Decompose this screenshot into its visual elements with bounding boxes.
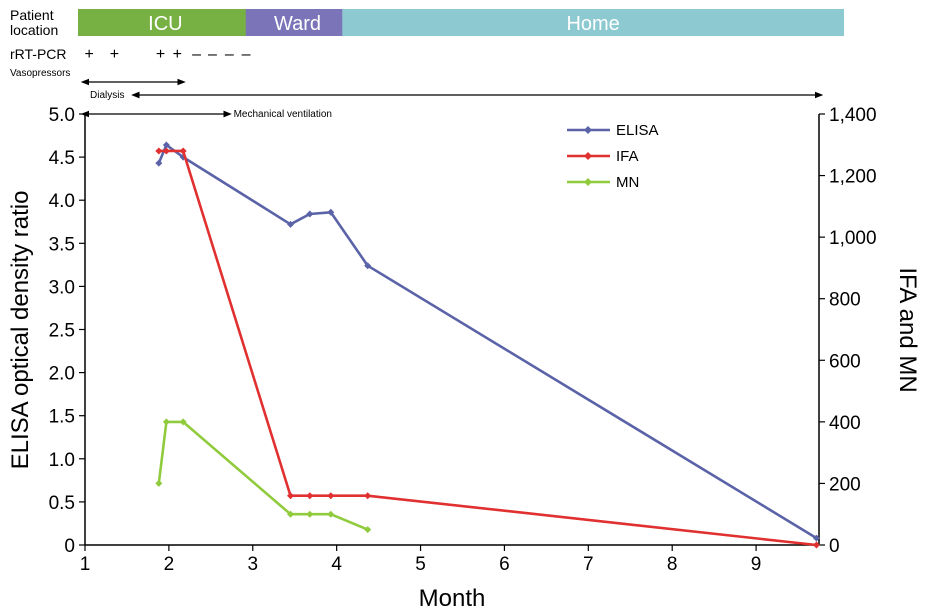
pcr-negative: – [208, 46, 217, 63]
data-point-mn [364, 526, 372, 534]
x-tick-label: 7 [583, 554, 594, 575]
y-tick-label: 3.5 [49, 234, 75, 255]
series-line-elisa [157, 143, 818, 540]
data-point-ifa [306, 492, 314, 500]
y2-tick-label: 600 [829, 351, 861, 372]
y-tick-label: 0 [64, 536, 75, 557]
y2-tick-label: 1,200 [829, 167, 877, 188]
pcr-negative: – [242, 46, 251, 63]
data-point-ifa [364, 492, 372, 500]
y-tick-label: 1.5 [49, 407, 75, 428]
legend-marker-elisa [584, 126, 592, 134]
y-tick-label: 3.0 [49, 277, 75, 298]
y-tick-label: 4.5 [49, 148, 75, 169]
x-tick-label: 2 [164, 554, 175, 575]
pcr-positive: + [85, 46, 94, 63]
pcr-positive: + [156, 46, 165, 63]
y-tick-label: 5.0 [49, 105, 75, 126]
data-point-elisa [306, 210, 314, 218]
patient-location-label: Patient [10, 7, 54, 23]
data-point-mn [155, 479, 163, 487]
data-point-elisa [162, 141, 170, 149]
legend-label-mn: MN [616, 174, 639, 191]
mechanical-ventilation-label: Mechanical ventilation [234, 109, 332, 120]
x-tick-label: 8 [667, 554, 678, 575]
data-point-ifa [327, 492, 335, 500]
y2-tick-label: 0 [829, 536, 840, 557]
x-axis-title: Month [419, 585, 486, 611]
data-point-ifa [155, 147, 163, 155]
data-point-ifa [812, 541, 820, 549]
location-label-ward: Ward [274, 13, 321, 35]
location-label-home: Home [566, 13, 619, 35]
x-tick-label: 1 [80, 554, 91, 575]
data-point-ifa [287, 492, 295, 500]
y2-axis-title: IFA and MN [894, 267, 921, 392]
y-tick-label: 0.5 [49, 493, 75, 514]
location-label-icu: ICU [148, 13, 182, 35]
data-point-ifa [179, 147, 187, 155]
y2-tick-label: 400 [829, 413, 861, 434]
legend-marker-ifa [584, 152, 592, 160]
legend-label-ifa: IFA [616, 148, 639, 165]
pcr-positive: + [110, 46, 119, 63]
data-point-elisa [287, 220, 295, 228]
data-point-ifa [162, 147, 170, 155]
data-point-elisa [155, 159, 163, 167]
x-tick-label: 6 [499, 554, 510, 575]
data-point-elisa [364, 262, 372, 270]
pcr-positive: + [173, 46, 182, 63]
location-segment-icu [78, 9, 253, 36]
data-point-elisa [327, 208, 335, 216]
data-point-mn [327, 510, 335, 518]
y-tick-label: 4.0 [49, 191, 75, 212]
y2-tick-label: 800 [829, 290, 861, 311]
rrt-pcr-label: rRT-PCR [10, 46, 67, 62]
y-tick-label: 2.0 [49, 364, 75, 385]
data-point-mn [162, 418, 170, 426]
legend-label-elisa: ELISA [616, 122, 659, 139]
series-line-mn [157, 420, 369, 531]
pcr-negative: – [225, 46, 234, 63]
x-tick-label: 9 [751, 554, 762, 575]
y-tick-label: 1.0 [49, 450, 75, 471]
x-tick-label: 3 [247, 554, 258, 575]
location-segment-ward [245, 9, 350, 36]
patient-location-label: location [10, 22, 58, 38]
x-tick-label: 5 [415, 554, 426, 575]
location-segment-home [342, 9, 844, 36]
y-tick-label: 2.5 [49, 321, 75, 342]
series [155, 141, 820, 549]
dialysis-label: Dialysis [90, 90, 124, 101]
x-tick-label: 4 [331, 554, 342, 575]
data-point-elisa [812, 534, 820, 542]
data-point-mn [179, 418, 187, 426]
pcr-negative: – [192, 46, 201, 63]
vasopressors-label: Vasopressors [10, 68, 70, 79]
data-point-mn [287, 510, 295, 518]
y2-tick-label: 200 [829, 474, 861, 495]
y-axis-title: ELISA optical density ratio [7, 191, 34, 470]
data-point-mn [306, 510, 314, 518]
legend: ELISA IFA MN [567, 122, 659, 191]
axes: 1 2 3 4 5 6 7 8 9 0 0.5 1.0 1.5 2.0 2.5 3.0 3.5 4.0 4.5 5.0… [49, 105, 877, 575]
legend-marker-mn [584, 178, 592, 186]
y2-tick-label: 1,000 [829, 228, 877, 249]
y2-tick-label: 1,400 [829, 105, 877, 126]
